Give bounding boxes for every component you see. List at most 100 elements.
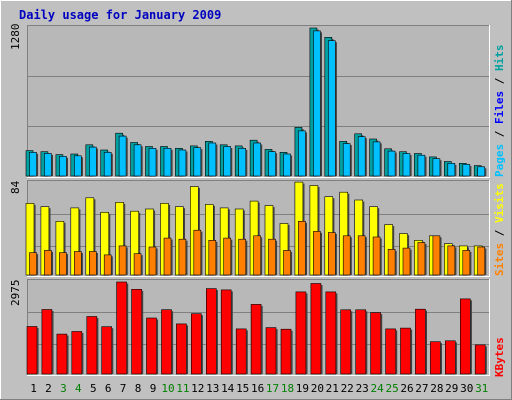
legend-visits: Visits bbox=[493, 183, 506, 223]
files-bar bbox=[462, 164, 471, 177]
bar-shadow bbox=[156, 149, 158, 177]
kbytes-bar bbox=[41, 309, 53, 375]
files-bar bbox=[298, 130, 306, 177]
x-tick-label: 18 bbox=[281, 382, 294, 395]
bar-shadow bbox=[51, 311, 54, 374]
bar-shadow bbox=[305, 132, 307, 176]
bar-shadow bbox=[261, 305, 263, 374]
files-bar bbox=[178, 149, 187, 177]
bar-layer bbox=[25, 27, 487, 375]
sites-bar bbox=[103, 254, 112, 276]
bar-shadow bbox=[36, 254, 39, 275]
files-bar bbox=[253, 142, 261, 177]
legend-kbytes: KBytes bbox=[493, 337, 506, 377]
bar-shadow bbox=[153, 210, 156, 275]
kbytes-bar bbox=[459, 298, 471, 375]
kbytes-bar bbox=[400, 327, 411, 375]
sites-bar bbox=[477, 246, 486, 276]
bar-shadow bbox=[200, 231, 203, 275]
sites-bar bbox=[417, 242, 426, 276]
kbytes-bar bbox=[26, 326, 38, 375]
sites-bar bbox=[327, 232, 336, 276]
x-tick-label: 27 bbox=[415, 382, 428, 395]
bar-shadow bbox=[48, 208, 51, 275]
bar-shadow bbox=[200, 149, 203, 176]
bar-shadow bbox=[216, 290, 218, 374]
bar-shadow bbox=[290, 251, 293, 275]
files-bar bbox=[417, 154, 426, 177]
files-bar bbox=[268, 151, 276, 177]
bar-shadow bbox=[230, 239, 233, 275]
files-bar bbox=[283, 153, 291, 177]
sites-bar bbox=[208, 240, 217, 276]
x-tick-label: 5 bbox=[90, 382, 97, 395]
sites-bar bbox=[387, 249, 396, 276]
bar-shadow bbox=[410, 249, 412, 275]
files-bar bbox=[148, 148, 157, 177]
bar-shadow bbox=[171, 239, 173, 275]
kbytes-bar bbox=[220, 289, 232, 375]
x-tick-label: 11 bbox=[176, 382, 189, 395]
bar-shadow bbox=[245, 240, 248, 275]
y-max-label: 84 bbox=[9, 180, 22, 194]
kbytes-bar bbox=[385, 328, 396, 375]
files-bar bbox=[208, 142, 217, 177]
sites-bar bbox=[342, 235, 351, 276]
files-bar bbox=[387, 150, 396, 177]
x-tick-label: 1 bbox=[30, 382, 37, 395]
x-tick-label: 25 bbox=[385, 382, 398, 395]
bar-shadow bbox=[424, 156, 427, 176]
bar-shadow bbox=[81, 333, 84, 374]
files-bar bbox=[118, 135, 127, 177]
files-bar bbox=[432, 158, 441, 177]
x-tick-label: 10 bbox=[161, 382, 174, 395]
x-tick-label: 3 bbox=[60, 382, 67, 395]
kbytes-bar bbox=[415, 308, 426, 375]
legend-separator: / bbox=[493, 71, 506, 91]
sites-bar bbox=[193, 229, 202, 276]
bar-shadow bbox=[81, 157, 83, 176]
bar-shadow bbox=[141, 146, 143, 176]
bar-shadow bbox=[380, 143, 382, 176]
files-bar bbox=[59, 156, 67, 177]
bar-shadow bbox=[51, 251, 53, 275]
x-tick-label: 22 bbox=[341, 382, 354, 395]
bar-shadow bbox=[395, 330, 398, 374]
sites-bar bbox=[268, 238, 276, 276]
legend-pages: Pages bbox=[493, 144, 506, 177]
bar-shadow bbox=[215, 144, 218, 176]
x-tick-label: 17 bbox=[266, 382, 279, 395]
bar-shadow bbox=[111, 256, 113, 275]
sites-bar bbox=[283, 250, 291, 276]
bar-shadow bbox=[231, 291, 233, 374]
kbytes-bar bbox=[146, 317, 157, 375]
kbytes-bar bbox=[191, 313, 202, 375]
sites-bar bbox=[372, 236, 381, 276]
kbytes-bar bbox=[161, 309, 172, 375]
x-tick-label: 14 bbox=[221, 382, 235, 395]
files-bar bbox=[103, 152, 112, 177]
bar-shadow bbox=[380, 314, 383, 374]
x-tick-label: 13 bbox=[206, 382, 219, 395]
files-bar bbox=[133, 144, 142, 177]
bar-shadow bbox=[454, 247, 457, 275]
bar-shadow bbox=[317, 187, 320, 275]
sites-bar bbox=[59, 252, 67, 276]
x-tick-label: 23 bbox=[356, 382, 369, 395]
bar-shadow bbox=[320, 32, 322, 177]
bar-shadow bbox=[455, 342, 457, 374]
kbytes-bar bbox=[235, 328, 247, 375]
kbytes-bar bbox=[131, 288, 142, 375]
x-tick-label: 19 bbox=[296, 382, 309, 395]
bar-shadow bbox=[305, 222, 307, 275]
sites-bar bbox=[118, 245, 127, 276]
bar-shadow bbox=[335, 293, 338, 374]
bar-shadow bbox=[63, 222, 66, 275]
bar-shadow bbox=[66, 157, 68, 176]
sites-bar bbox=[462, 250, 471, 276]
bar-shadow bbox=[335, 234, 337, 275]
x-tick-label: 15 bbox=[236, 382, 249, 395]
bar-shadow bbox=[111, 328, 114, 374]
bar-shadow bbox=[365, 138, 367, 176]
sites-bar bbox=[402, 247, 411, 276]
